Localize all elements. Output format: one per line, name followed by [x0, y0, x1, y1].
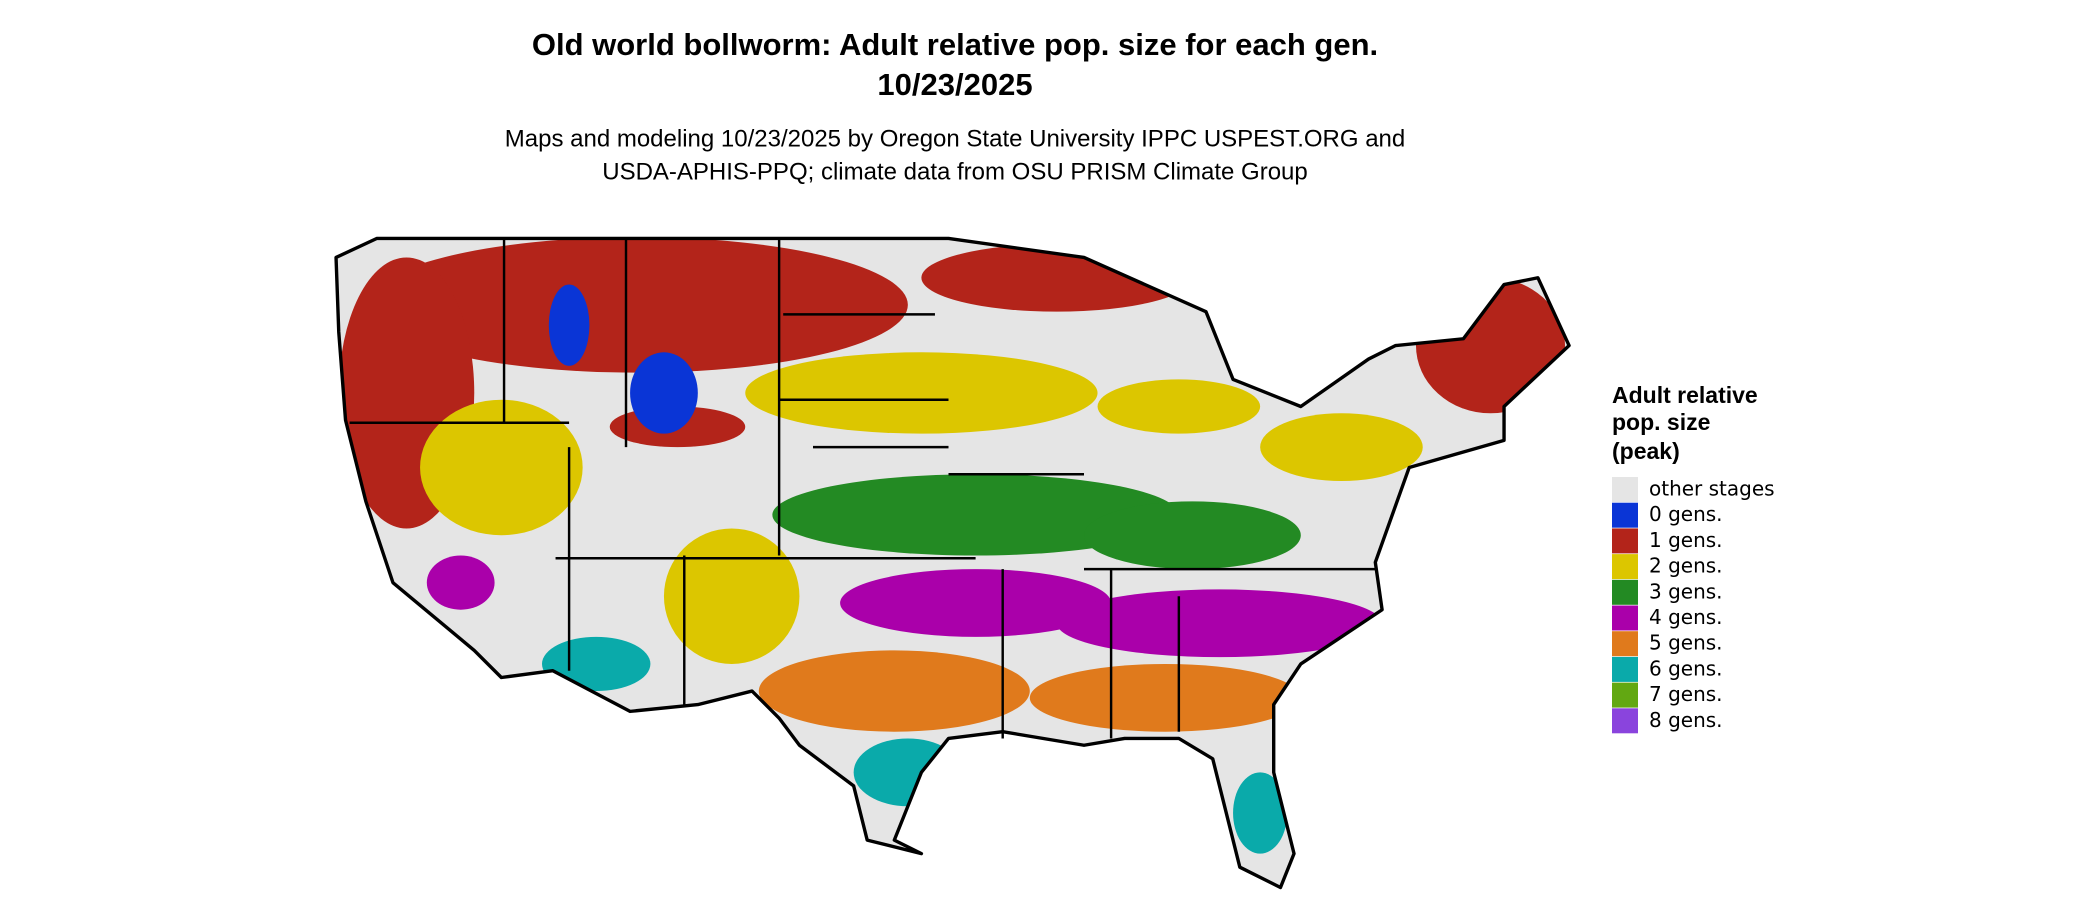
subtitle: USDA-APHIS-PPQ; climate data from OSU PR… [602, 158, 1308, 185]
legend-label: 8 gens. [1649, 708, 1723, 732]
legend-label: 4 gens. [1649, 605, 1723, 629]
region [365, 238, 908, 373]
region [1056, 589, 1383, 658]
legend-label: 5 gens. [1649, 631, 1723, 655]
map [334, 236, 1571, 890]
title: Old world bollworm: Adult relative pop. … [532, 27, 1378, 62]
legend-title: pop. size [1612, 409, 1710, 435]
region [548, 284, 590, 366]
legend-swatch [1612, 528, 1638, 554]
legend-swatch [1612, 579, 1638, 605]
region [1233, 772, 1288, 854]
region [630, 352, 698, 434]
region [1029, 663, 1301, 732]
legend-swatch [1612, 554, 1638, 580]
legend-title: (peak) [1612, 438, 1680, 464]
subtitle: Maps and modeling 10/23/2025 by Oregon S… [505, 125, 1405, 152]
legend-swatch [1612, 656, 1638, 682]
legend-swatch [1612, 682, 1638, 708]
legend-label: other stages [1649, 477, 1775, 501]
region [542, 636, 651, 692]
region [772, 474, 1179, 556]
us-outline [334, 236, 1571, 890]
region [745, 352, 1098, 434]
region [426, 555, 495, 610]
legend-label: 0 gens. [1649, 502, 1723, 526]
legend-swatch [1612, 477, 1638, 502]
region [840, 569, 1112, 637]
region [1260, 413, 1423, 482]
legend-swatch [1612, 502, 1638, 528]
region [1097, 379, 1261, 434]
region [1084, 501, 1301, 570]
legend-swatch [1612, 631, 1638, 657]
legend-label: 2 gens. [1649, 554, 1723, 578]
legend-label: 1 gens. [1649, 528, 1723, 552]
region [1415, 277, 1566, 414]
state-lines [349, 238, 1376, 739]
legend-swatch [1612, 708, 1638, 734]
map-fill [336, 238, 1570, 888]
legend-swatch [1612, 605, 1638, 631]
legend-label: 3 gens. [1649, 579, 1723, 603]
legend-label: 6 gens. [1649, 656, 1723, 680]
legend-label: 7 gens. [1649, 682, 1723, 706]
legend-title: Adult relative [1612, 382, 1758, 408]
region [758, 650, 1030, 732]
title: 10/23/2025 [877, 67, 1032, 102]
region [663, 528, 800, 664]
region [420, 399, 583, 536]
region [853, 738, 963, 807]
